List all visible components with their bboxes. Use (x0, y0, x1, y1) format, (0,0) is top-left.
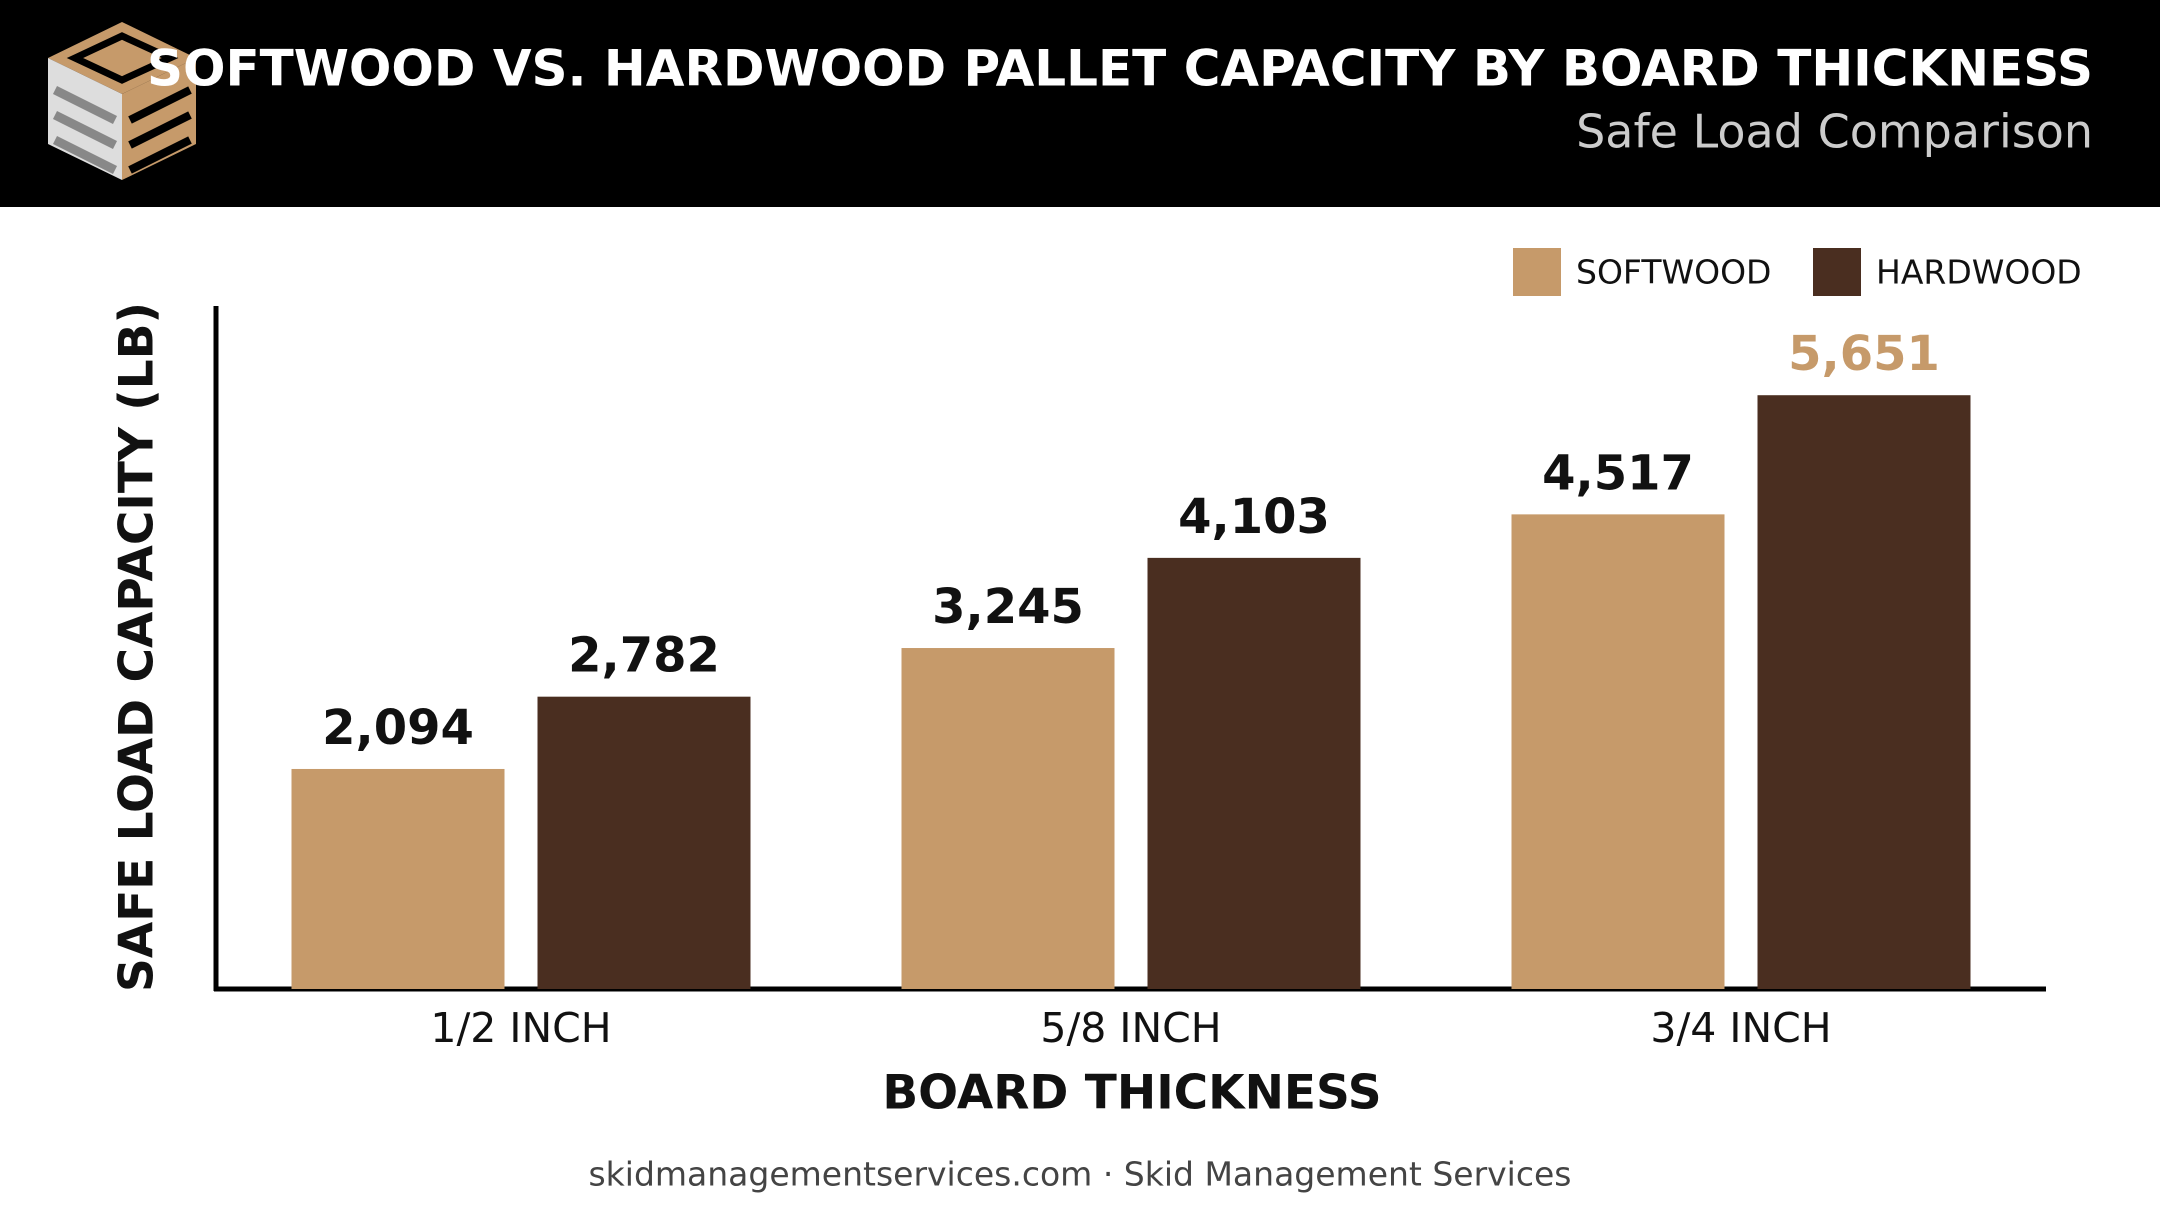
x-tick-label: 3/4 INCH (1650, 1004, 1831, 1052)
bar (1147, 557, 1361, 989)
value-label: 2,782 (568, 628, 720, 684)
bar (291, 768, 505, 989)
value-label: 2,094 (322, 700, 474, 756)
chart-subtitle: Safe Load Comparison (1576, 105, 2093, 159)
legend-swatch (1513, 248, 1561, 296)
legend-label: HARDWOOD (1876, 253, 2082, 292)
bar (1757, 395, 1971, 989)
x-tick-label: 5/8 INCH (1040, 1004, 1221, 1052)
logo (48, 22, 196, 180)
bar (537, 696, 751, 989)
chart-title: SOFTWOOD VS. HARDWOOD PALLET CAPACITY BY… (147, 40, 2093, 98)
header-band (0, 0, 2160, 207)
value-label: 3,245 (932, 579, 1084, 635)
value-label: 5,651 (1788, 326, 1940, 382)
legend-label: SOFTWOOD (1576, 253, 1771, 292)
x-tick-label: 1/2 INCH (430, 1004, 611, 1052)
bar (1511, 514, 1725, 989)
y-axis-label: SAFE LOAD CAPACITY (LB) (110, 302, 165, 992)
value-label: 4,103 (1178, 489, 1330, 545)
footer: skidmanagementservices.com · Skid Manage… (588, 1155, 1571, 1194)
legend-swatch (1813, 248, 1861, 296)
value-label: 4,517 (1542, 445, 1694, 501)
bar (901, 648, 1115, 989)
x-axis-label: BOARD THICKNESS (882, 1066, 1381, 1121)
